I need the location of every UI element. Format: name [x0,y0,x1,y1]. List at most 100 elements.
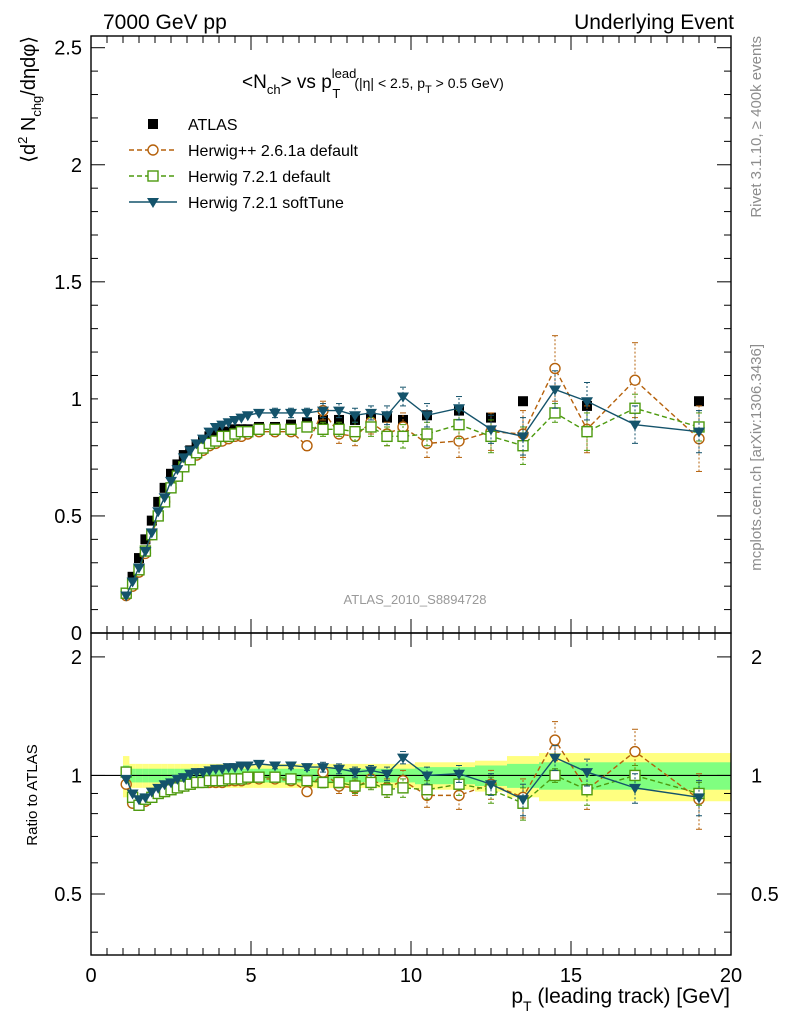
data-point [242,425,254,438]
ratio-series-2 [120,745,705,817]
main-y-tick-label: 1 [71,389,82,411]
main-y-tick-label: 2 [71,155,82,177]
data-point [333,423,345,436]
ratio-data-point [285,761,297,772]
mcplots-label: mcplots.cern.ch [arXiv:1306.3436] [748,344,765,571]
data-point [301,440,313,452]
x-tick-label: 20 [720,965,742,987]
data-point [629,374,641,386]
title-lhs-sub: ch [267,82,281,97]
data-point [629,402,641,414]
title-cut-sub: T [425,84,432,96]
ratio-data-point [317,763,329,774]
data-point [397,392,409,403]
data-point [381,411,393,422]
data-point [197,434,209,445]
ratio-data-point [253,759,265,770]
data-point [140,534,151,545]
data-point [485,425,497,436]
data-point [158,493,171,504]
legend-marker [147,170,159,182]
data-point [145,528,158,539]
legend-item: Herwig++ 2.6.1a default [129,143,358,160]
ratio-data-point [242,771,254,783]
data-point [549,407,561,419]
ratio-data-point [333,776,345,789]
data-point [235,413,248,424]
legend-item: Herwig 7.2.1 default [129,169,331,186]
ratio-data-point [629,783,641,794]
ratio-data-point [301,785,313,798]
x-tick-label: 0 [85,965,96,987]
process-label: Underlying Event [574,11,734,34]
legend-marker [148,119,158,129]
data-point [365,421,377,433]
ratio-data-point [629,769,641,782]
legend-label: Herwig++ 2.6.1a default [188,143,358,160]
data-point [253,408,265,419]
data-point [152,507,165,518]
legend-label: Herwig 7.2.1 default [188,169,331,186]
ratio-data-point [269,761,281,772]
data-point [629,420,641,431]
ratio-data-point [301,763,313,774]
ratio-data-point [317,776,329,789]
data-point [517,432,529,443]
ratio-data-point [485,780,497,791]
title-lhs: <N [242,72,267,93]
data-point [269,423,281,436]
main-ticks: 0 0.5 1 1.5 2 2.5 [54,36,732,645]
ylabel-sup: 2 [15,137,30,144]
ratio-data-point [381,769,393,780]
x-tick-label: 5 [245,965,256,987]
data-point [190,439,203,450]
data-point [139,547,152,558]
data-point [518,396,528,407]
data-point [134,553,144,564]
data-point [184,446,197,457]
data-point [177,453,190,464]
ratio-y-tick-label: 0.5 [54,884,82,906]
title-mid-sub: T [332,86,340,101]
data-point [694,396,704,407]
xlabel-sub: T [523,998,532,1014]
ratio-data-point [133,795,145,806]
ratio-data-point [152,783,165,794]
ratio-plot-area [91,721,731,830]
ratio-series-1 [120,764,705,821]
ratio-data-point [453,769,465,780]
legend-marker [147,198,159,208]
ratio-y-tick-label-right: 2 [751,647,762,669]
main-y-tick-label: 0.5 [54,506,82,528]
data-point [334,414,344,425]
data-point [581,397,593,408]
rivet-label: Rivet 3.1.10, ≥ 400k events [748,36,765,218]
legend-label: ATLAS [188,117,238,134]
data-point [166,468,176,479]
data-point [153,496,164,507]
ratio-data-point [581,768,593,779]
series-3 [120,370,705,602]
main-panel: 0 0.5 1 1.5 2 2.5 [54,35,732,645]
data-point [317,406,329,417]
data-point [216,420,229,431]
ratio-data-point [629,745,641,758]
data-point [349,411,361,422]
ratio-data-point [269,771,281,783]
ratio-data-point [241,761,254,772]
data-point [269,408,281,419]
ratio-data-point [365,776,377,789]
ylabel-sub: chg [29,96,44,117]
ylabel-b: N [18,117,40,137]
data-point [549,385,561,396]
ratio-data-point [177,773,190,784]
data-point [165,476,177,487]
ratio-data-point [693,793,705,804]
data-point [126,577,139,588]
data-point [693,427,705,438]
data-point [253,423,265,436]
chart-title: <Nch> vs plead T(|η| < 2.5, pT > 0.5 GeV) [242,66,504,101]
ratio-data-point [381,784,393,796]
main-y-tick-label: 2.5 [54,38,82,60]
ratio-y-tick-label-right: 1 [751,765,762,787]
